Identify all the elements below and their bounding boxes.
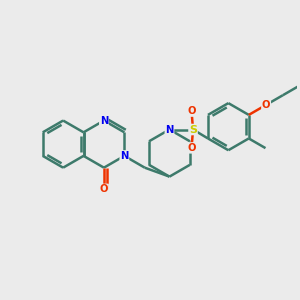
Text: O: O [187,143,196,153]
Text: N: N [100,116,108,126]
Text: O: O [187,106,196,116]
Text: N: N [165,124,174,134]
Text: S: S [189,124,197,134]
Text: O: O [262,100,270,110]
Text: O: O [100,184,108,194]
Text: N: N [120,151,128,161]
